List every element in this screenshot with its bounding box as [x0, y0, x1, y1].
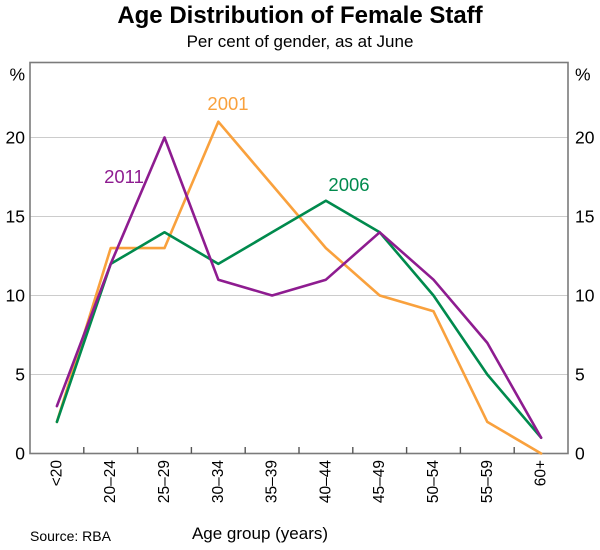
chart-subtitle: Per cent of gender, as at June — [186, 32, 414, 51]
x-axis-label-10: 60+ — [533, 460, 550, 486]
series-line-2011 — [55, 136, 543, 440]
x-axis-label-8: 50–54 — [425, 460, 442, 503]
x-axis-title: Age group (years) — [191, 524, 329, 543]
y-axis-label-left-5: 5 — [15, 365, 25, 385]
x-axis-label-5: 35–39 — [264, 460, 281, 503]
x-axis-label-1: <20 — [48, 460, 65, 487]
y-axis-label-left-15: 15 — [6, 207, 25, 227]
plot-frame — [29, 61, 569, 455]
series-line-2006 — [55, 199, 543, 440]
series-label-2011: 2011 — [104, 166, 144, 187]
y-axis-label-left-10: 10 — [6, 286, 26, 306]
y-axis-label-right-20: 20 — [575, 128, 595, 148]
y-axis-label-right-10: 10 — [575, 286, 595, 306]
x-axis-label-3: 25–29 — [156, 460, 173, 503]
y-axis-label-right-15: 15 — [575, 207, 594, 227]
x-axis-label-6: 40–44 — [317, 460, 334, 503]
series-label-2001: 2001 — [207, 93, 248, 114]
x-axis-label-7: 45–49 — [371, 460, 388, 503]
y-axis-label-left-0: 0 — [15, 444, 25, 464]
source-note: Source: RBA — [30, 528, 111, 544]
series-label-2006: 2006 — [328, 174, 369, 195]
y-axis-label-right-0: 0 — [575, 444, 585, 464]
y-unit-right: % — [575, 65, 591, 85]
chart-title: Age Distribution of Female Staff — [117, 2, 483, 29]
y-axis-label-left-20: 20 — [6, 128, 26, 148]
y-unit-left: % — [9, 65, 25, 85]
x-axis-label-2: 20–24 — [102, 460, 119, 503]
y-axis-label-right-5: 5 — [575, 365, 585, 385]
x-axis-label-9: 55–59 — [479, 460, 496, 503]
x-axis-label-4: 30–34 — [210, 460, 227, 503]
